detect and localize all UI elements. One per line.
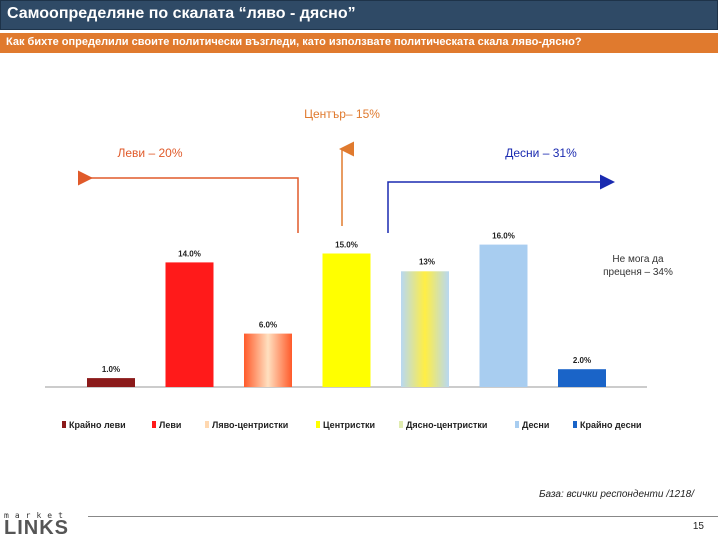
legend-swatch-5: [399, 421, 403, 428]
legend-label-6: Десни: [522, 420, 549, 430]
right-group-label: Десни – 31%: [505, 146, 577, 160]
legend-label-3: Ляво-центристки: [212, 420, 288, 430]
left-group-label: Леви – 20%: [118, 146, 183, 160]
legend-label-2: Леви: [159, 420, 181, 430]
bar-chart: 1.0% 14.0% 6.0% 15.0% 13% 16.0% 2.0% Леви – 20…: [45, 107, 673, 430]
legend-label-1: Крайно леви: [69, 420, 126, 430]
logo-main-text: LINKS: [4, 517, 69, 539]
legend-swatch-6: [515, 421, 519, 428]
legend-swatch-1: [62, 421, 66, 428]
question-bar: Как бихте определили своите политически …: [0, 33, 718, 53]
bar-5: [401, 271, 449, 387]
bar-6: [479, 244, 528, 387]
legend-label-4: Центристки: [323, 420, 375, 430]
logo-top-text: market: [4, 511, 69, 520]
undecided-label: Не мога да преценя – 34%: [603, 254, 673, 278]
market-links-logo: market LINKS: [4, 511, 84, 539]
bar-2: [165, 262, 214, 387]
data-label-5: 13%: [419, 257, 435, 266]
right-group-arrow: [387, 174, 615, 233]
legend-swatch-7: [573, 421, 577, 428]
data-label-6: 16.0%: [492, 232, 515, 241]
footer-divider: [88, 516, 718, 517]
legend-swatch-2: [152, 421, 156, 428]
data-label-3: 6.0%: [259, 321, 277, 330]
question-text: Как бихте определили своите политически …: [6, 36, 582, 48]
data-label-1: 1.0%: [102, 365, 120, 374]
center-group-label: Център– 15%: [304, 107, 380, 121]
left-group-arrow: [78, 170, 299, 233]
bar-3: [244, 333, 292, 387]
slide-title: Самоопределяне по скалата “ляво - дясно”: [7, 5, 356, 22]
data-label-4: 15.0%: [335, 241, 358, 250]
data-label-2: 14.0%: [178, 249, 201, 258]
bar-7: [558, 369, 606, 387]
title-bar: Самоопределяне по скалата “ляво - дясно”: [0, 0, 718, 30]
bar-4: [322, 253, 371, 387]
legend-swatch-3: [205, 421, 209, 428]
base-note: База: всички респонденти /1218/: [539, 489, 694, 500]
data-label-7: 2.0%: [573, 356, 591, 365]
page-number: 15: [692, 521, 704, 532]
legend-swatch-4: [316, 421, 320, 428]
legend-label-5: Дясно-центристки: [406, 420, 487, 430]
bar-1: [87, 378, 135, 387]
legend-label-7: Крайно десни: [580, 420, 642, 430]
